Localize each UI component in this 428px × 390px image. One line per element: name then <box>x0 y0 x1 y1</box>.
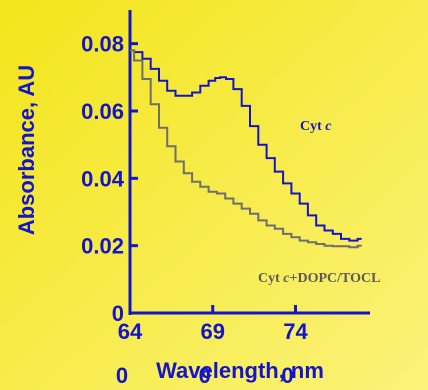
series-label-cyt-c-italic: c <box>325 119 332 134</box>
series-label-cyt-c: Cyt c <box>300 119 332 134</box>
x-tick-label: 69 <box>201 319 225 344</box>
series-label-dopc-italic: c <box>283 271 290 286</box>
y-tick-label: 0.02 <box>81 234 124 259</box>
y-tick-label: 0 <box>112 301 124 326</box>
y-tick-label: 0.04 <box>81 166 125 191</box>
y-axis-title: Absorbance, AU <box>14 65 39 235</box>
x-ticks: 64 0 69 0 74 0 <box>116 305 309 388</box>
y-tick-label: 0.06 <box>81 99 124 124</box>
series-label-cyt-c-dopc: Cyt c+DOPC/TOCL <box>258 271 380 286</box>
series-layer <box>130 49 362 249</box>
series-line-cyt-c <box>130 49 362 242</box>
series-label-cyt-c-main: Cyt <box>300 119 325 134</box>
x-tick-sublabel: 0 <box>281 363 293 388</box>
x-tick-label: 64 <box>118 319 143 344</box>
y-tick-label: 0.08 <box>81 32 124 57</box>
y-ticks: 0 0.02 0.04 0.06 0.08 <box>81 32 138 326</box>
series-label-dopc-rest: +DOPC/TOCL <box>290 271 381 286</box>
series-line-cyt-c-dopc-tocl <box>130 49 362 249</box>
x-tick-sublabel: 0 <box>199 363 211 388</box>
series-label-dopc-main: Cyt <box>258 271 283 286</box>
x-axis-title: Wavelength, nm <box>156 358 324 383</box>
x-tick-label: 74 <box>283 319 308 344</box>
x-tick-sublabel: 0 <box>116 363 128 388</box>
